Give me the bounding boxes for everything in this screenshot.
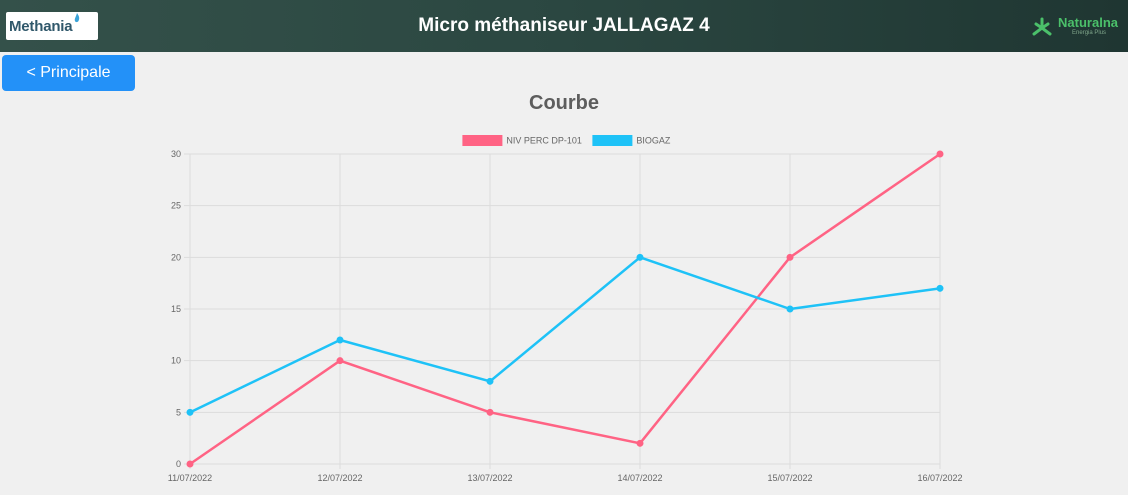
- line-chart: 0 5 10 15 20 25 30 11/07/2022 12/07/2022 13/07/2…: [168, 135, 963, 483]
- y-tick-label: 0: [176, 459, 181, 469]
- y-tick-label: 15: [171, 304, 181, 314]
- data-point: [336, 336, 344, 344]
- legend-swatch: [462, 135, 503, 146]
- y-tick-label: 5: [176, 407, 181, 417]
- data-point: [336, 357, 344, 365]
- chart-legend: NIV PERC DP-101 BIOGAZ: [462, 135, 671, 146]
- x-tick-label: 14/07/2022: [617, 473, 662, 483]
- chart-series: [186, 150, 944, 468]
- x-tick-label: 16/07/2022: [917, 473, 962, 483]
- x-tick-label: 13/07/2022: [467, 473, 512, 483]
- x-tick-label: 12/07/2022: [317, 473, 362, 483]
- methania-logo: Methania: [6, 12, 98, 40]
- legend-label: NIV PERC DP-101: [506, 136, 582, 146]
- series-line: [189, 256, 941, 414]
- naturalna-leaf-icon: [1032, 17, 1052, 36]
- legend-label: BIOGAZ: [636, 136, 671, 146]
- x-tick-label: 15/07/2022: [767, 473, 812, 483]
- naturalna-logo-subtitle: Energia Plus: [1072, 29, 1107, 36]
- chart-title: Courbe: [529, 92, 599, 114]
- app-header: Methania Micro méthaniseur JALLAGAZ 4 Na…: [0, 0, 1128, 52]
- data-point: [636, 439, 644, 447]
- methania-logo-text: Methania: [9, 17, 73, 35]
- data-point: [786, 253, 794, 261]
- x-axis: 11/07/2022 12/07/2022 13/07/2022 14/07/2022…: [168, 473, 963, 483]
- y-tick-label: 30: [171, 149, 181, 159]
- y-axis: 0 5 10 15 20 25 30: [171, 149, 181, 469]
- y-tick-label: 20: [171, 252, 181, 262]
- y-tick-label: 10: [171, 356, 181, 366]
- back-to-main-button[interactable]: < Principale: [2, 55, 135, 91]
- data-point: [936, 284, 944, 292]
- y-tick-label: 25: [171, 201, 181, 211]
- data-point: [486, 408, 494, 416]
- naturalna-logo-name: Naturalna: [1058, 14, 1118, 30]
- chart-grid: [184, 153, 941, 469]
- data-point: [186, 460, 194, 468]
- flame-icon: [74, 13, 80, 23]
- data-point: [186, 408, 194, 416]
- data-point: [786, 305, 794, 313]
- legend-swatch: [592, 135, 633, 146]
- data-point: [636, 253, 644, 261]
- data-point: [936, 150, 944, 158]
- series-line: [189, 152, 941, 466]
- page-title: Micro méthaniseur JALLAGAZ 4: [418, 15, 710, 36]
- data-point: [486, 377, 494, 385]
- x-tick-label: 11/07/2022: [168, 473, 212, 483]
- naturalna-logo: Naturalna Energia Plus: [1030, 11, 1118, 41]
